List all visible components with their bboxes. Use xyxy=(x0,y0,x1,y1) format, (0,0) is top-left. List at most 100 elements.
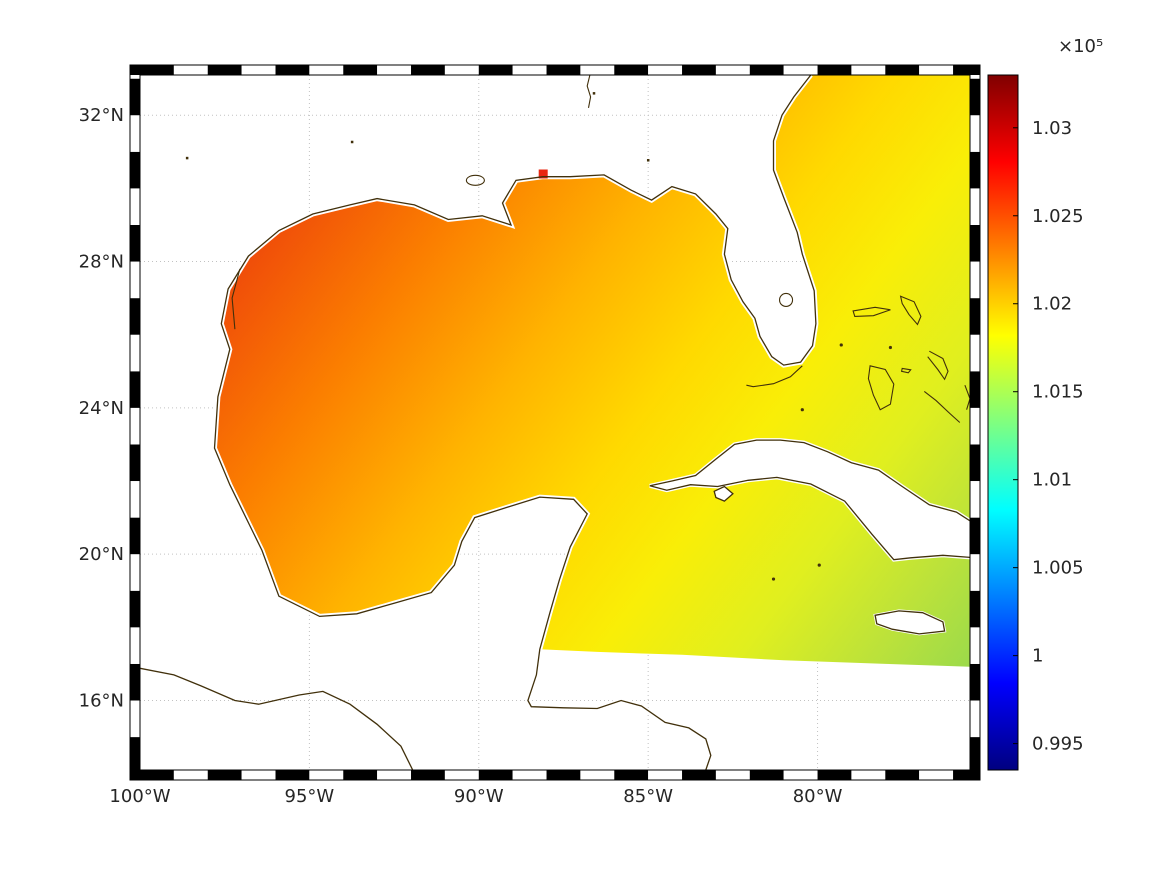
colorbar xyxy=(987,74,1019,771)
pressure-field xyxy=(214,75,970,667)
frame-segment xyxy=(411,65,445,75)
inland-lake-speck xyxy=(350,140,354,144)
frame-segment xyxy=(309,770,344,780)
frame-segment xyxy=(682,770,716,780)
frame-segment xyxy=(614,770,649,780)
y-tick-label: 20°N xyxy=(79,544,124,565)
frame-segment xyxy=(411,770,445,780)
frame-segment xyxy=(919,65,954,75)
island-chain-outline xyxy=(923,390,961,423)
inland-lake-speck xyxy=(646,159,650,162)
frame-segment xyxy=(377,65,412,75)
y-tick-label: 28°N xyxy=(79,252,124,273)
frame-segment xyxy=(130,334,140,372)
small-island-dot xyxy=(839,343,843,347)
frame-segment xyxy=(343,65,378,75)
frame-segment xyxy=(130,517,140,555)
x-tick-label: 85°W xyxy=(623,786,673,807)
cuba-island xyxy=(649,439,970,561)
frame-segment xyxy=(241,770,276,780)
frame-segment xyxy=(885,65,920,75)
x-tick-label: 80°W xyxy=(793,786,843,807)
inland-lake-speck xyxy=(185,156,189,160)
colorbar-tick-label: 1.03 xyxy=(1032,118,1072,139)
island-chain-outline xyxy=(964,385,970,410)
frame-segment xyxy=(130,75,140,79)
frame-segment xyxy=(130,224,140,262)
frame-segment xyxy=(130,554,140,591)
frame-segment xyxy=(749,65,784,75)
colorbar-tick-label: 1.015 xyxy=(1032,382,1084,403)
island-chain-outline xyxy=(927,350,949,381)
island-outline xyxy=(867,365,895,411)
x-tick-label: 100°W xyxy=(109,786,170,807)
frame-segment xyxy=(130,481,140,518)
frame-segment xyxy=(783,770,818,780)
frame-segment xyxy=(783,65,818,75)
small-island-dot xyxy=(817,563,821,567)
frame-corner xyxy=(130,65,140,75)
coastline-gulf-atlantic xyxy=(213,75,817,770)
frame-segment xyxy=(970,224,980,262)
frame-segment xyxy=(207,65,242,75)
colorbar-tick-label: 1 xyxy=(1032,646,1043,667)
frame-segment xyxy=(130,188,140,225)
frame-segment xyxy=(919,770,954,780)
frame-segment xyxy=(715,65,750,75)
frame-segment xyxy=(970,151,980,189)
frame-segment xyxy=(140,770,174,780)
frame-segment xyxy=(817,65,852,75)
island-chain-outline xyxy=(231,268,241,330)
small-island-dot xyxy=(888,345,892,350)
coastline-layer xyxy=(140,75,970,770)
frame-inner-outline xyxy=(139,74,971,771)
frame-outer-outline xyxy=(129,64,981,781)
inland-lake-speck xyxy=(592,92,596,95)
frame-segment xyxy=(130,700,140,738)
frame-segment xyxy=(970,444,980,482)
colorbar-tick-label: 1.025 xyxy=(1032,206,1084,227)
frame-segment xyxy=(970,481,980,518)
frame-segment xyxy=(970,590,980,628)
frame-segment xyxy=(512,770,547,780)
frame-segment xyxy=(546,65,581,75)
small-island-dot xyxy=(771,577,776,581)
frame-segment xyxy=(970,334,980,372)
bahamas-islands xyxy=(231,75,970,423)
jamaica-island xyxy=(874,610,946,635)
frame-segment xyxy=(478,65,513,75)
frame-segment xyxy=(749,770,784,780)
frame-segment xyxy=(648,770,683,780)
frame-segment xyxy=(309,65,344,75)
lake-okeechobee-outline xyxy=(778,292,794,308)
frame-corner xyxy=(970,770,980,780)
frame-segment xyxy=(173,770,208,780)
frame-segment xyxy=(817,770,852,780)
colorbar-tick-label: 1.01 xyxy=(1032,470,1072,491)
frame-segment xyxy=(970,554,980,591)
map-plot-area xyxy=(140,75,970,770)
frame-segment xyxy=(970,78,980,116)
frame-segment xyxy=(512,65,547,75)
frame-segment xyxy=(140,65,174,75)
frame-segment xyxy=(885,770,920,780)
frame-segment xyxy=(580,65,615,75)
y-tick-label: 32°N xyxy=(79,105,124,126)
frame-segment xyxy=(953,770,970,780)
frame-segment xyxy=(580,770,615,780)
frame-corner xyxy=(970,65,980,75)
island-outline xyxy=(900,367,912,374)
frame-segment xyxy=(130,737,140,770)
colorbar-tick-label: 1.02 xyxy=(1032,294,1072,315)
coastline-pacific-mexico xyxy=(140,667,414,770)
y-tick-label: 24°N xyxy=(79,398,124,419)
frame-segment xyxy=(970,663,980,701)
frame-segment xyxy=(444,65,479,75)
frame-segment xyxy=(130,627,140,664)
high-pressure-anomaly-cell xyxy=(538,169,548,179)
frame-segment xyxy=(715,770,750,780)
frame-segment xyxy=(970,261,980,299)
frame-segment xyxy=(173,65,208,75)
